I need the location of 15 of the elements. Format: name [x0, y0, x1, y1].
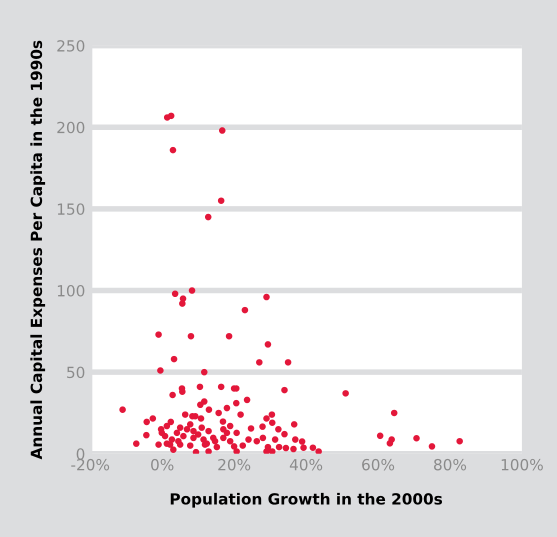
y-tick-label: 0: [76, 448, 84, 460]
x-tick-label: 80%: [434, 458, 466, 470]
y-tick-label: 100: [58, 284, 84, 297]
x-tick-label: -20%: [71, 458, 110, 470]
y-tick-label: 150: [58, 203, 84, 215]
x-tick-label: 0%: [151, 458, 174, 470]
x-tick-label: 60%: [362, 458, 394, 470]
y-tick-label: 200: [57, 122, 84, 134]
y-tick-label: 250: [57, 40, 84, 52]
x-tick-label: 40%: [290, 458, 322, 470]
y-tick-label: 50: [67, 366, 84, 378]
x-tick-label: 20%: [218, 458, 250, 470]
x-tick-label: 100%: [502, 458, 543, 470]
x-axis-title: Population Growth in the 2000s: [170, 492, 442, 508]
y-axis-title: Annual Capital Expenses Per Capita in the 1990s: [30, 40, 46, 460]
